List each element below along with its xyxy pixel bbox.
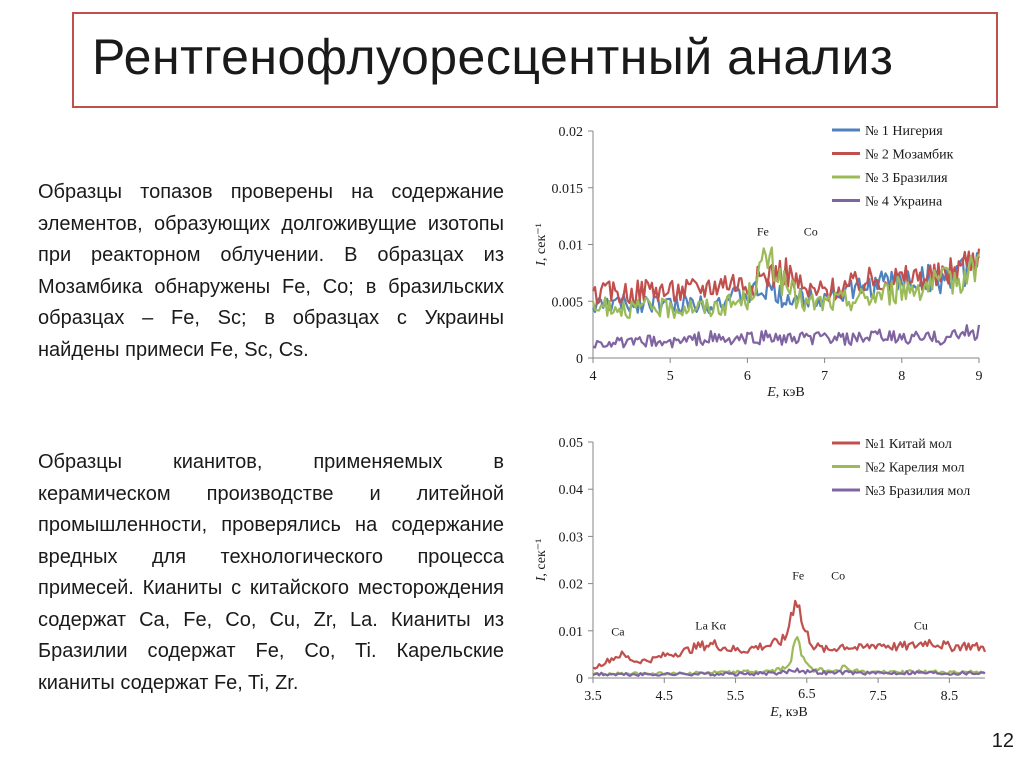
paragraph-kyanite: Образцы кианитов, применяемых в керамиче… bbox=[38, 451, 504, 694]
peak-annotation: Co bbox=[804, 224, 818, 238]
chart-topaz-svg: 0 0.005 0.01 0.015 0.02 4 5 6 7 8 9 E, кэВ I, сек⁻¹ F… bbox=[534, 124, 983, 400]
chart-topaz-spectra: 0 0.005 0.01 0.015 0.02 4 5 6 7 8 9 E, кэВ I, сек⁻¹ F… bbox=[520, 118, 1004, 421]
series-line-3 bbox=[591, 246, 980, 319]
title-box: Рентгенофлуоресцентный анализ bbox=[72, 12, 998, 108]
x-tick-label: 6 bbox=[744, 369, 751, 384]
x-axis-label: E, кэВ bbox=[769, 705, 808, 720]
y-axis-label: I, сек⁻¹ bbox=[534, 223, 549, 267]
peak-annotation: Co bbox=[831, 568, 845, 582]
x-tick-label: 5 bbox=[667, 369, 674, 384]
y-tick-label: 0.02 bbox=[559, 125, 584, 140]
x-tick-label: 4.5 bbox=[656, 689, 674, 704]
paragraph-topaz: Образцы топазов проверены на содержание … bbox=[38, 181, 504, 361]
x-tick-label: 5.5 bbox=[727, 689, 745, 704]
y-tick-label: 0.015 bbox=[552, 182, 584, 197]
x-tick-label: 9 bbox=[976, 369, 983, 384]
legend-entry: №1 Китай мол bbox=[865, 437, 952, 452]
y-tick-label: 0 bbox=[576, 352, 583, 367]
series-line-1 bbox=[592, 599, 987, 670]
legend-entry: № 1 Нигерия bbox=[865, 124, 943, 139]
slide-title: Рентгенофлуоресцентный анализ bbox=[92, 29, 894, 85]
series-line-4 bbox=[592, 324, 981, 349]
y-tick-label: 0.005 bbox=[552, 295, 584, 310]
legend-entry: № 3 Бразилия bbox=[865, 171, 948, 186]
peak-annotation: La Kα bbox=[695, 618, 726, 632]
legend-entry: № 4 Украина bbox=[865, 195, 943, 210]
y-tick-label: 0.01 bbox=[559, 625, 584, 640]
y-tick-label: 0.05 bbox=[559, 436, 584, 451]
y-tick-label: 0.02 bbox=[559, 578, 584, 593]
chart-kyanite-svg: 0 0.01 0.02 0.03 0.04 0.05 3.5 4.5 5.5 6.5 7.5 8.5 E… bbox=[534, 436, 987, 720]
x-tick-label: 8 bbox=[898, 369, 905, 384]
x-tick-label: 4 bbox=[590, 369, 597, 384]
x-tick-label: 3.5 bbox=[584, 689, 602, 704]
peak-annotation: Ca bbox=[611, 625, 625, 639]
peak-annotation: Cu bbox=[914, 618, 928, 632]
x-axis-label: E, кэВ bbox=[766, 385, 805, 400]
x-tick-label: 7 bbox=[821, 369, 828, 384]
series-line-2 bbox=[592, 248, 981, 305]
peak-annotation: Fe bbox=[757, 224, 769, 238]
chart-kyanite-spectra: 0 0.01 0.02 0.03 0.04 0.05 3.5 4.5 5.5 6.5 7.5 8.5 E… bbox=[520, 428, 1004, 733]
legend-entry: №2 Карелия мол bbox=[865, 461, 965, 476]
y-tick-label: 0.01 bbox=[559, 239, 584, 254]
peak-annotation: Fe bbox=[792, 568, 804, 582]
y-axis-label: I, сек⁻¹ bbox=[534, 539, 549, 583]
y-tick-label: 0 bbox=[576, 672, 583, 687]
x-tick-label: 7.5 bbox=[869, 689, 887, 704]
page-number: 12 bbox=[991, 730, 1014, 752]
x-tick-label: 8.5 bbox=[941, 689, 959, 704]
series-line-3 bbox=[592, 667, 986, 677]
y-tick-label: 0.03 bbox=[559, 530, 584, 545]
x-tick-label: 6.5 bbox=[798, 687, 816, 702]
legend-entry: № 2 Мозамбик bbox=[865, 148, 954, 163]
legend-entry: №3 Бразилия мол bbox=[865, 484, 970, 499]
y-tick-label: 0.04 bbox=[559, 483, 584, 498]
